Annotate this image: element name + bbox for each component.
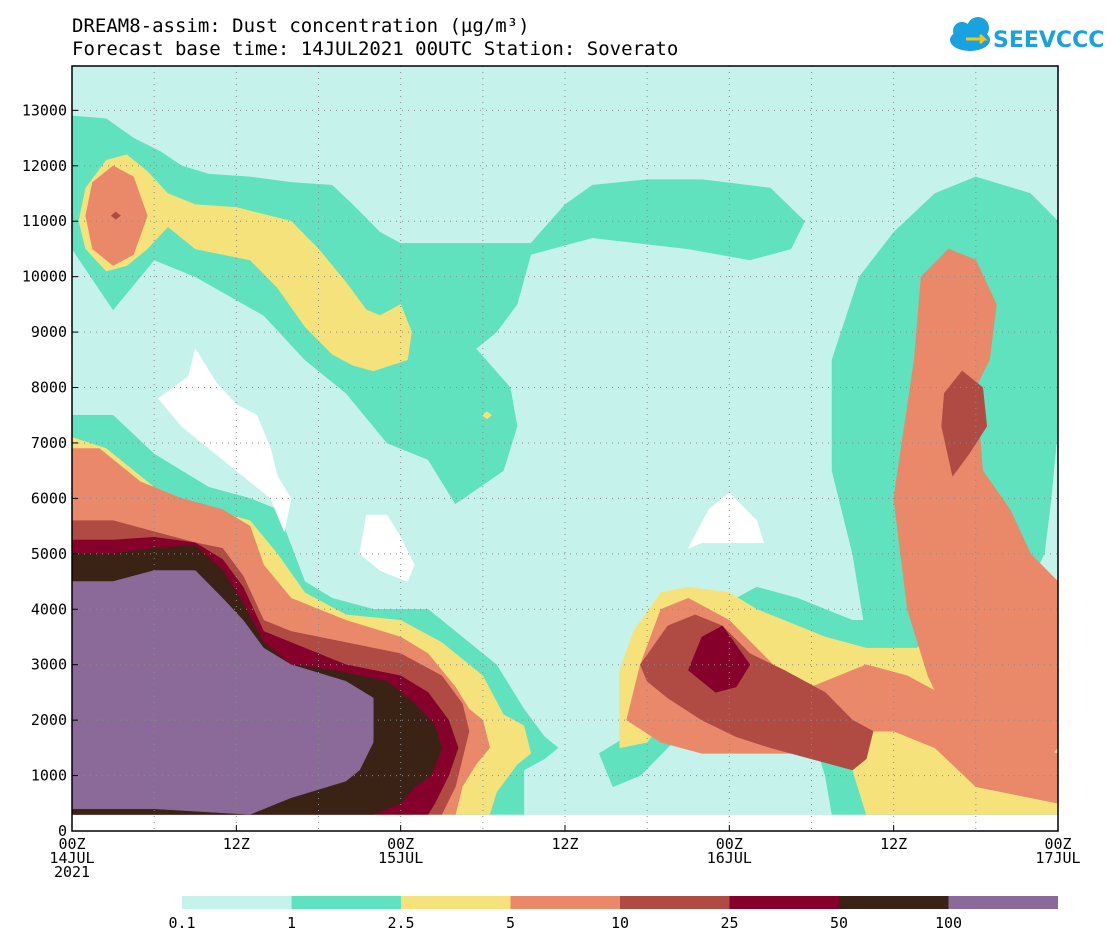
colorbar-swatch-7	[948, 896, 1058, 909]
x-tick-label-2-0: 00Z	[387, 835, 414, 853]
x-tick-label-4-1: 16JUL	[707, 849, 752, 867]
colorbar-label-1: 1	[287, 914, 296, 932]
y-tick-label-13000: 13000	[22, 101, 67, 119]
y-tick-label-5000: 5000	[31, 545, 67, 563]
x-tick-label-1-0: 12Z	[223, 835, 250, 853]
colorbar-label-6: 50	[830, 914, 848, 932]
axes: 0 1000 2000 3000 4000 5000 6000 7000 8000 9000 100…	[22, 65, 1081, 881]
x-tick-label-6-0: 00Z	[1044, 835, 1071, 853]
y-tick-label-11000: 11000	[22, 212, 67, 230]
region-middle-right-maroon	[687, 625, 751, 693]
colorbar-swatch-1	[291, 896, 401, 909]
region-upper-left-yellow	[78, 154, 412, 372]
chart-subtitle: Forecast base time: 14JUL2021 00UTC Stat…	[72, 38, 678, 60]
x-tick-label-5-0: 12Z	[880, 835, 907, 853]
colorbar-swatch-3	[510, 896, 620, 909]
y-tick-label-1000: 1000	[31, 767, 67, 785]
contour-regions	[72, 66, 1058, 815]
y-tick-label-4000: 4000	[31, 600, 67, 618]
y-tick-label-8000: 8000	[31, 379, 67, 397]
colorbar-label-3: 5	[506, 914, 515, 932]
x-tick-label-4-0: 00Z	[716, 835, 743, 853]
y-tick-label-9000: 9000	[31, 323, 67, 341]
colorbar-swatch-5	[729, 896, 839, 909]
logo-text: SEEVCCC	[993, 28, 1104, 53]
plot-area	[72, 66, 1058, 831]
x-tick-label-0-1: 14JUL	[49, 849, 94, 867]
region-white-patch-right	[687, 492, 764, 549]
colorbar-label-0: 0.1	[168, 914, 195, 932]
colorbar-swatch-4	[620, 896, 730, 909]
chart-title: DREAM8-assim: Dust concentration (µg/m³)	[72, 15, 530, 37]
region-white-patch-upper-left	[157, 348, 292, 533]
x-tick-label-2-1: 15JUL	[378, 849, 423, 867]
colorbar-swatch-2	[401, 896, 511, 909]
colorbar-swatch-0	[182, 896, 292, 909]
seevccc-logo: SEEVCCC	[950, 17, 1104, 53]
colorbar-label-2: 2.5	[387, 914, 414, 932]
colorbar-label-7: 100	[935, 914, 962, 932]
region-upper-right-brown	[941, 370, 988, 477]
colorbar-label-4: 10	[611, 914, 629, 932]
y-tick-label-7000: 7000	[31, 434, 67, 452]
colorbar-swatch-6	[839, 896, 949, 909]
colorbar-label-5: 25	[720, 914, 738, 932]
cloud-icon	[950, 17, 990, 51]
x-tick-label-0-0: 00Z	[58, 835, 85, 853]
x-tick-label-0-2: 2021	[54, 863, 90, 881]
y-tick-label-2000: 2000	[31, 711, 67, 729]
small-brown-dot	[110, 211, 121, 220]
y-tick-label-12000: 12000	[22, 157, 67, 175]
grid	[72, 66, 1058, 831]
y-tick-label-10000: 10000	[22, 268, 67, 286]
colorbar: 0.1 1 2.5 5 10 25 50 100	[168, 896, 1058, 932]
x-tick-label-3-0: 12Z	[551, 835, 578, 853]
y-tick-label-0: 0	[58, 822, 67, 840]
y-tick-label-6000: 6000	[31, 489, 67, 507]
x-tick-label-6-1: 17JUL	[1035, 849, 1080, 867]
small-yellow-dot	[481, 411, 492, 420]
y-tick-label-3000: 3000	[31, 656, 67, 674]
